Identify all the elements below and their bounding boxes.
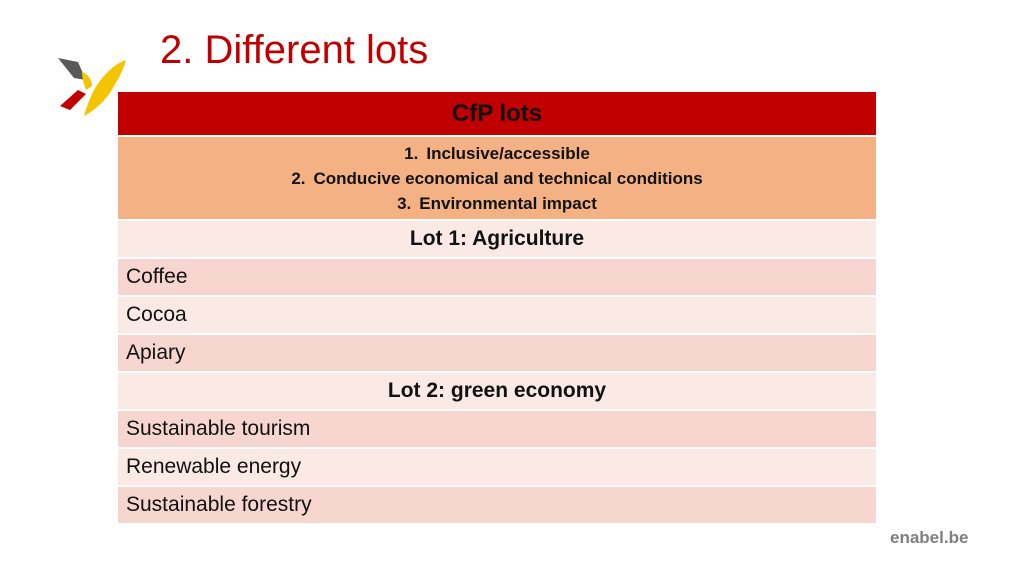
lot1-item: Coffee	[118, 258, 876, 297]
page-title: 2. Different lots	[160, 28, 429, 72]
lot2-item: Renewable energy	[118, 448, 876, 487]
enabel-logo-icon	[58, 58, 126, 116]
lot2-item: Sustainable tourism	[118, 410, 876, 449]
lot2-heading-row: Lot 2: green economy	[118, 372, 876, 411]
lot2-title: Lot 2: green economy	[118, 372, 876, 411]
criteria-item: 1. Inclusive/accessible	[404, 143, 590, 163]
table-header-row: CfP lots	[118, 92, 876, 137]
cfp-lots-table: CfP lots 1. Inclusive/accessible 2. Conduc…	[118, 92, 876, 525]
lot2-item: Sustainable forestry	[118, 486, 876, 525]
table-row: Coffee	[118, 258, 876, 297]
lot1-item: Apiary	[118, 334, 876, 373]
lot1-title: Lot 1: Agriculture	[118, 220, 876, 259]
table-row: Sustainable forestry	[118, 486, 876, 525]
lot1-heading-row: Lot 1: Agriculture	[118, 220, 876, 259]
criteria-row: 1. Inclusive/accessible 2. Conducive econo…	[118, 136, 876, 221]
table-row: Cocoa	[118, 296, 876, 335]
table-row: Apiary	[118, 334, 876, 373]
table-row: Sustainable tourism	[118, 410, 876, 449]
table-header: CfP lots	[118, 92, 876, 137]
lot1-item: Cocoa	[118, 296, 876, 335]
criteria-list: 1. Inclusive/accessible 2. Conducive econo…	[291, 141, 702, 216]
table-row: Renewable energy	[118, 448, 876, 487]
criteria-item: 3. Environmental impact	[397, 193, 597, 213]
brand-url: enabel.be	[890, 528, 969, 547]
criteria-item: 2. Conducive economical and technical con…	[291, 168, 703, 188]
